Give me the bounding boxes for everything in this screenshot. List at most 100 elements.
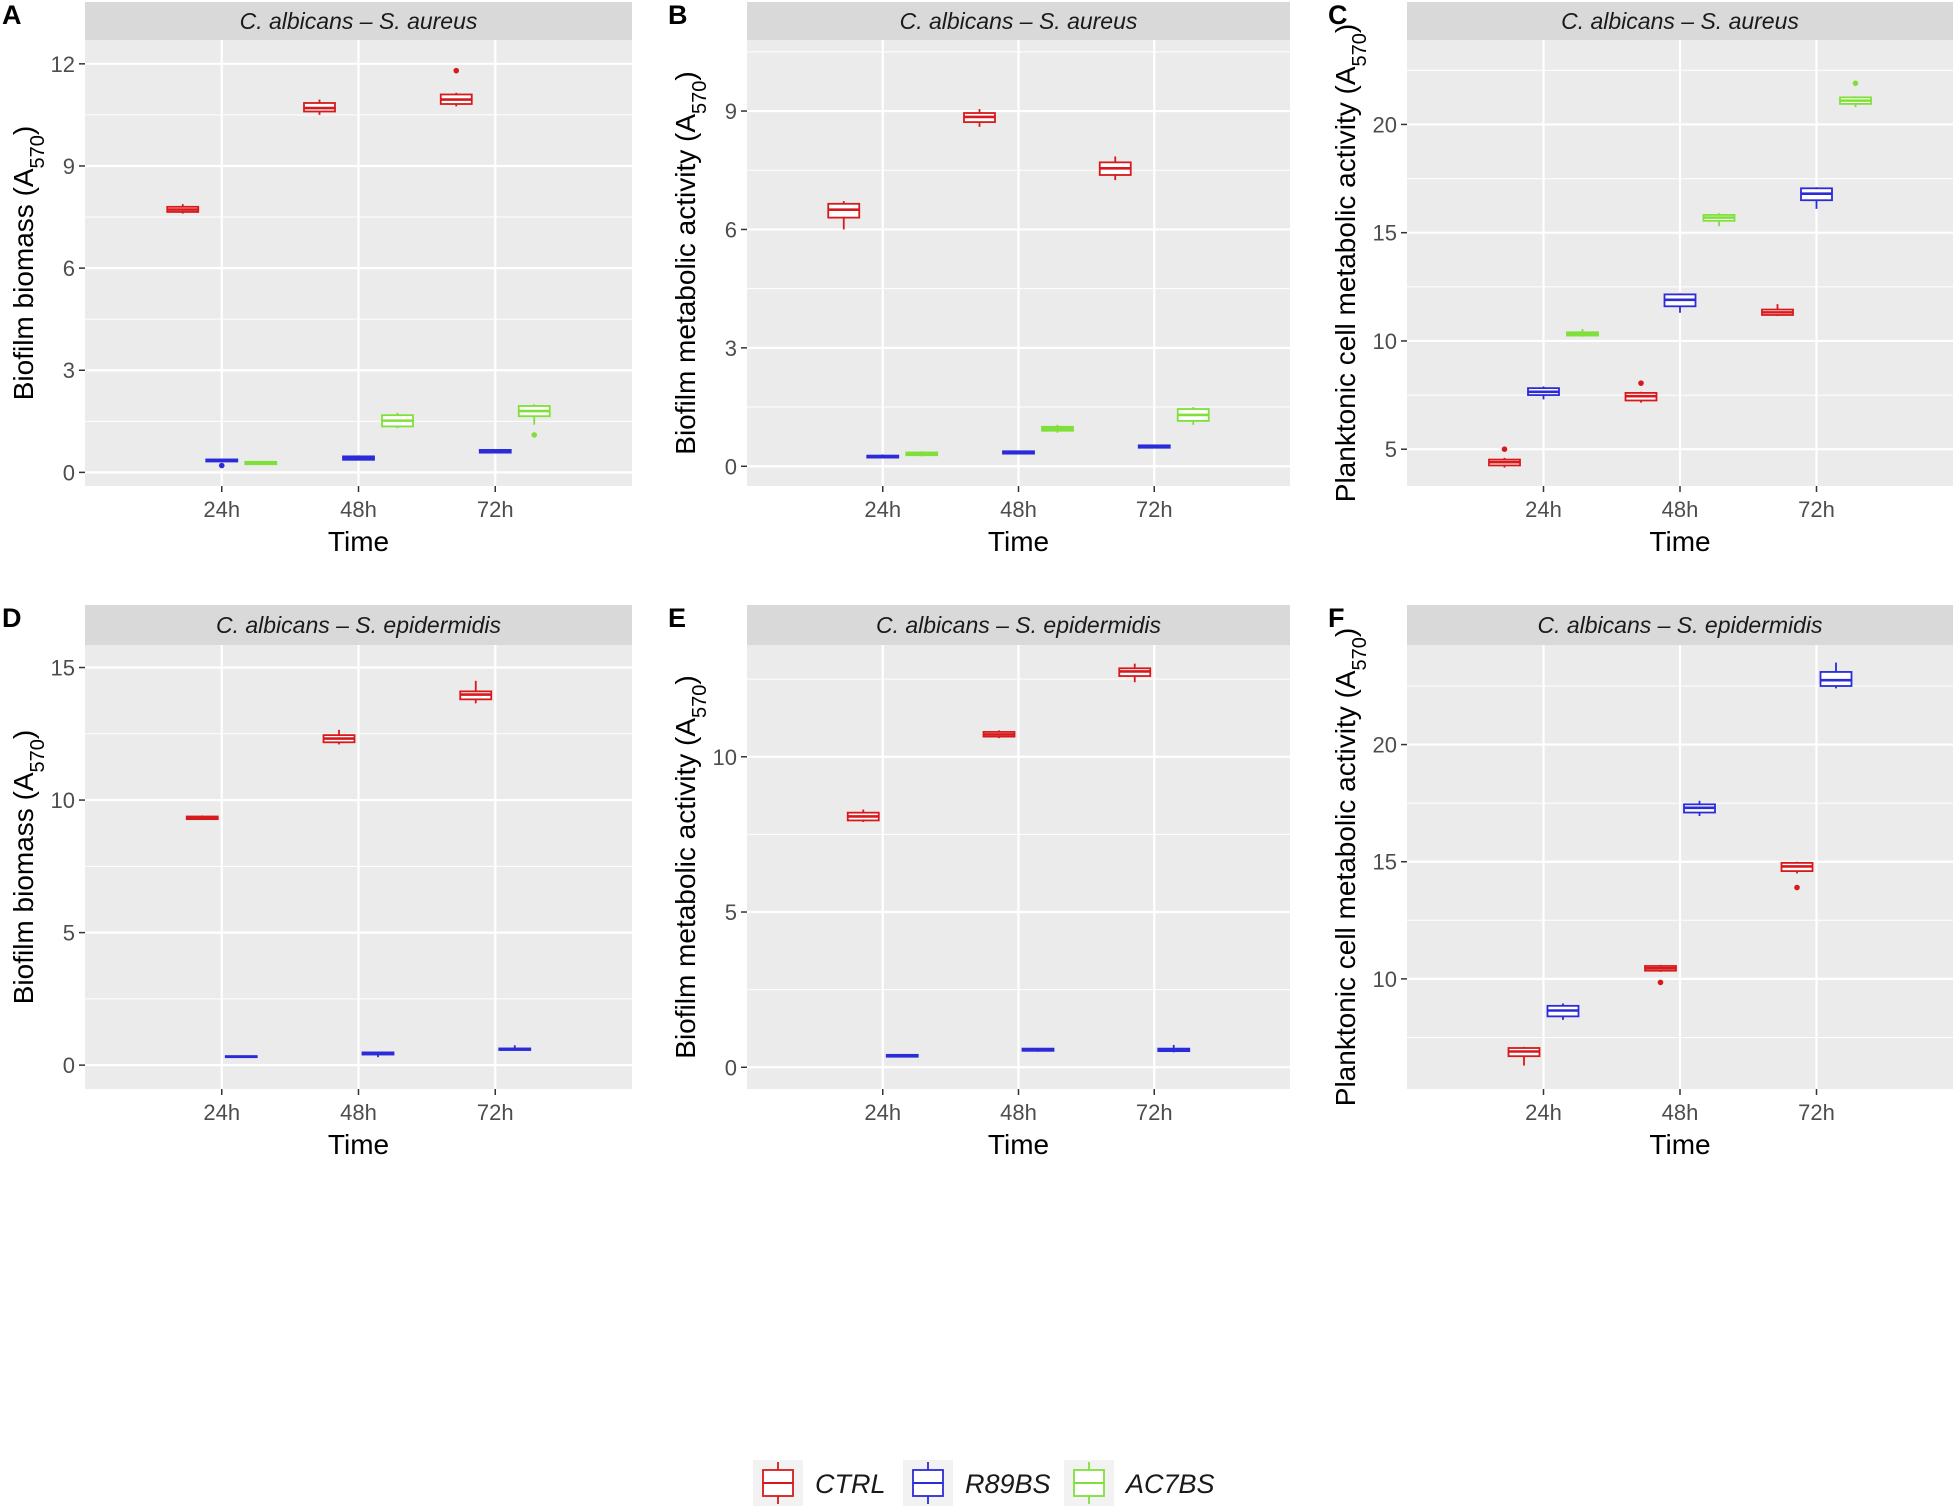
y-tick-label: 0 — [725, 454, 737, 479]
box-r89bs-72h — [478, 449, 512, 454]
box-r89bs-72h — [498, 1045, 532, 1051]
y-axis-title-text: ) — [670, 71, 701, 80]
facet-strip — [85, 2, 632, 40]
y-tick-label: 10 — [1373, 967, 1397, 992]
panel-e: E C. albicans – S. epidermidis 0 5 10 24h 48h 7… — [668, 603, 1290, 1160]
box-ac7bs-24h — [244, 460, 278, 466]
y-tick-label: 12 — [51, 52, 75, 77]
y-axis-title-text: Planktonic cell metabolic activity (A — [1330, 670, 1361, 1106]
x-tick-label: 48h — [1000, 1100, 1037, 1125]
x-axis-title: Time — [328, 526, 389, 557]
legend-item-ctrl: CTRL — [753, 1460, 886, 1506]
x-tick-label: 72h — [1136, 1100, 1173, 1125]
box-r89bs-24h — [1527, 386, 1560, 400]
x-axis-title: Time — [988, 1129, 1049, 1160]
y-axis-title: Biofilm biomass (A570) — [8, 730, 49, 1005]
panel-f: F C. albicans – S. epidermidis 10 15 20 24h 48… — [1328, 603, 1953, 1160]
box-r89bs-24h — [866, 454, 900, 459]
box-ac7bs-24h — [1566, 329, 1599, 337]
x-tick-label: 24h — [864, 1100, 901, 1125]
panel-b: B C. albicans – S. aureus 0 3 6 9 24h 48h 72h Tim… — [668, 0, 1290, 557]
box-ctrl-72h — [439, 67, 473, 107]
box-ac7bs-48h — [381, 412, 414, 429]
outlier-point — [531, 432, 538, 438]
x-axis-title: Time — [988, 526, 1049, 557]
x-tick-label: 72h — [1136, 497, 1173, 522]
legend: CTRL R89BS AC7BS — [753, 1460, 1215, 1506]
x-tick-label: 72h — [1798, 497, 1835, 522]
box-r89bs-48h — [1663, 293, 1697, 313]
legend-label: AC7BS — [1124, 1469, 1215, 1499]
y-tick-label: 6 — [63, 256, 75, 281]
box-ctrl-48h — [303, 99, 336, 115]
panel-letter: F — [1328, 603, 1345, 633]
box-ctrl-48h — [963, 109, 996, 127]
facet-strip — [1407, 605, 1953, 645]
outlier-point — [1657, 979, 1664, 986]
y-axis-title-text: Biofilm biomass (A — [8, 772, 39, 1004]
y-tick-label: 5 — [725, 900, 737, 925]
facet-strip-label: C. albicans – S. aureus — [240, 8, 478, 34]
y-tick-label: 0 — [63, 1053, 75, 1078]
x-tick-label: 72h — [477, 1100, 514, 1125]
y-axis-title-subscript: 570 — [27, 739, 49, 772]
box-ac7bs-48h — [1702, 213, 1736, 227]
x-axis-title: Time — [1649, 526, 1710, 557]
y-axis-title-text: Planktonic cell metabolic activity (A — [1330, 66, 1361, 502]
panel-c: C C. albicans – S. aureus 5 10 15 20 24h 48h 72h… — [1328, 0, 1953, 557]
y-tick-label: 5 — [1385, 437, 1397, 462]
box-r89bs-24h — [1546, 1003, 1580, 1020]
y-axis-title-subscript: 570 — [27, 135, 49, 168]
y-tick-label: 6 — [725, 217, 737, 242]
y-axis-title-text: ) — [1330, 24, 1361, 33]
legend-item-ac7bs: AC7BS — [1064, 1460, 1215, 1506]
x-tick-label: 24h — [203, 1100, 240, 1125]
y-tick-label: 5 — [63, 921, 75, 946]
y-tick-label: 10 — [713, 745, 737, 770]
panel-letter: C — [1328, 0, 1348, 30]
box-r89bs-48h — [361, 1051, 395, 1058]
y-tick-label: 0 — [63, 460, 75, 485]
box-ac7bs-72h — [1176, 407, 1210, 425]
y-axis-title: Biofilm biomass (A570) — [8, 126, 49, 401]
box-ctrl-48h — [1644, 964, 1677, 986]
legend-label: R89BS — [965, 1469, 1051, 1499]
x-tick-label: 48h — [1662, 1100, 1699, 1125]
box-r89bs-72h — [1137, 444, 1171, 449]
facet-strip-label: C. albicans – S. aureus — [1561, 8, 1799, 34]
y-axis-title-subscript: 570 — [689, 685, 711, 718]
outlier-point — [218, 462, 225, 469]
box-r89bs-48h — [342, 455, 375, 461]
y-axis-title-text: ) — [1330, 628, 1361, 637]
box-r89bs-72h — [1819, 662, 1853, 689]
box-ctrl-24h — [1488, 446, 1521, 468]
box-r89bs-72h — [1800, 187, 1833, 209]
facet-strip — [747, 605, 1290, 645]
box-r89bs-24h — [224, 1055, 258, 1059]
y-tick-label: 15 — [51, 656, 75, 681]
y-axis-title-text: ) — [8, 126, 39, 135]
box-ac7bs-24h — [905, 451, 939, 457]
facet-strip-label: C. albicans – S. epidermidis — [876, 612, 1162, 638]
box-r89bs-48h — [1683, 800, 1716, 817]
box-ac7bs-48h — [1041, 424, 1074, 433]
box-ctrl-24h — [827, 201, 861, 230]
y-axis-title-subscript: 570 — [1349, 33, 1371, 66]
y-axis-title-subscript: 570 — [1349, 637, 1371, 670]
facet-strip — [1407, 2, 1953, 40]
panel-letter: E — [668, 603, 686, 633]
y-tick-label: 20 — [1373, 112, 1397, 137]
facet-strip — [85, 605, 632, 645]
y-tick-label: 3 — [63, 358, 75, 383]
facet-strip-label: C. albicans – S. epidermidis — [216, 612, 502, 638]
y-tick-label: 9 — [725, 99, 737, 124]
y-axis-title: Biofilm metabolic activity (A570) — [670, 675, 711, 1058]
box-ctrl-24h — [1507, 1046, 1541, 1066]
y-axis-title: Planktonic cell metabolic activity (A570… — [1330, 24, 1371, 502]
y-axis-title-text: ) — [8, 730, 39, 739]
y-axis-title: Planktonic cell metabolic activity (A570… — [1330, 628, 1371, 1106]
box-r89bs-72h — [1157, 1044, 1191, 1053]
y-tick-label: 9 — [63, 154, 75, 179]
y-axis-title-text: Biofilm metabolic activity (A — [670, 114, 701, 455]
